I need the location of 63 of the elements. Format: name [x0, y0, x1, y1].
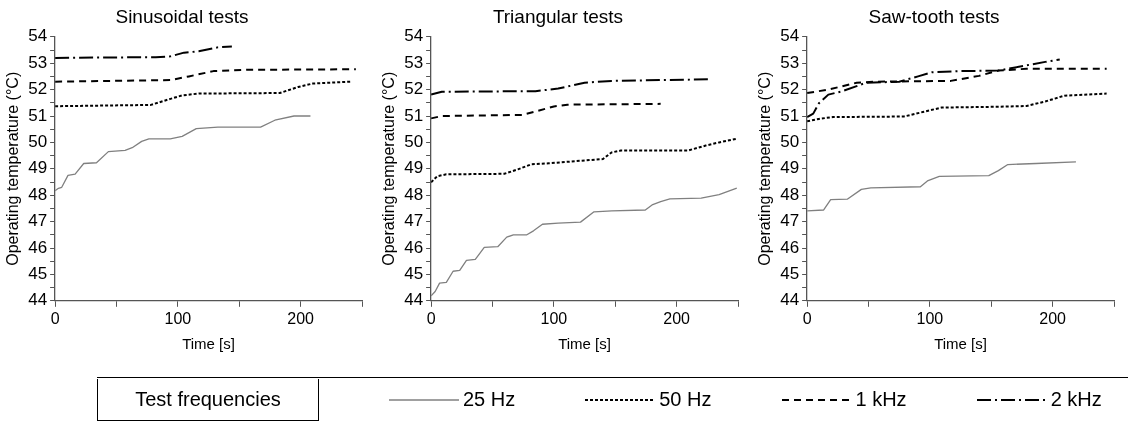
chart-title: Sinusoidal tests — [115, 5, 249, 27]
y-tick-label: 44 — [780, 290, 800, 310]
y-tick-label: 51 — [404, 105, 424, 125]
y-tick-label: 54 — [404, 26, 424, 46]
y-tick-label: 47 — [780, 211, 800, 231]
legend-label: 1 kHz — [855, 388, 907, 411]
x-tick-label: 100 — [540, 309, 568, 327]
y-tick-label: 45 — [28, 264, 48, 284]
line-series — [807, 92, 1108, 123]
line-series — [55, 68, 357, 83]
y-tick-label: 48 — [780, 184, 800, 204]
y-tick-label: 44 — [404, 290, 424, 310]
legend-label: 25 Hz — [463, 388, 516, 411]
legend-label: 50 Hz — [659, 388, 712, 411]
y-axis-title: Operating temperature (°C) — [4, 71, 22, 266]
y-tick-label: 53 — [404, 52, 424, 72]
y-tick-label: 53 — [28, 52, 48, 72]
y-tick-label: 50 — [780, 132, 800, 152]
y-tick-label: 47 — [404, 211, 424, 231]
y-tick-label: 54 — [28, 26, 48, 46]
y-tick-label: 45 — [780, 264, 800, 284]
x-tick-label: 0 — [50, 309, 60, 327]
y-axis-title: Operating temperature (°C) — [380, 71, 398, 266]
x-axis-title: Time [s] — [934, 335, 987, 353]
y-tick-label: 49 — [28, 158, 48, 178]
y-tick-label: 46 — [404, 237, 424, 257]
x-axis-title: Time [s] — [182, 335, 235, 353]
chart-title: Triangular tests — [492, 5, 624, 27]
legend-title: Test frequencies — [97, 378, 319, 421]
y-tick-label: 46 — [780, 237, 800, 257]
y-tick-label: 51 — [28, 105, 48, 125]
y-tick-label: 52 — [404, 79, 424, 99]
y-tick-label: 50 — [28, 132, 48, 152]
x-axis-title: Time [s] — [558, 335, 611, 353]
line-series — [55, 45, 233, 59]
y-tick-label: 47 — [28, 211, 48, 231]
y-tick-label: 50 — [404, 132, 424, 152]
chart-title: Saw-tooth tests — [868, 5, 1000, 27]
line-series — [431, 102, 662, 120]
y-tick-label: 49 — [780, 158, 800, 178]
y-tick-label: 54 — [780, 26, 800, 46]
y-tick-label: 52 — [780, 79, 800, 99]
legend-label: 2 kHz — [1050, 388, 1102, 411]
line-series — [431, 78, 711, 96]
line-series — [431, 137, 738, 184]
y-tick-label: 48 — [28, 184, 48, 204]
y-axis-title: Operating temperature (°C) — [756, 71, 774, 266]
x-tick-label: 0 — [426, 309, 436, 327]
y-tick-label: 45 — [404, 264, 424, 284]
y-tick-label: 48 — [404, 184, 424, 204]
x-tick-label: 100 — [916, 309, 944, 327]
x-tick-label: 200 — [1039, 309, 1067, 327]
x-tick-label: 100 — [164, 309, 192, 327]
y-tick-label: 52 — [28, 79, 48, 99]
y-tick-label: 44 — [28, 290, 48, 310]
y-tick-label: 51 — [780, 105, 800, 125]
x-tick-label: 0 — [802, 309, 812, 327]
x-tick-label: 200 — [663, 309, 691, 327]
x-tick-label: 200 — [287, 309, 315, 327]
y-tick-label: 46 — [28, 237, 48, 257]
line-series — [55, 80, 352, 108]
y-tick-label: 49 — [404, 158, 424, 178]
y-tick-label: 53 — [780, 52, 800, 72]
